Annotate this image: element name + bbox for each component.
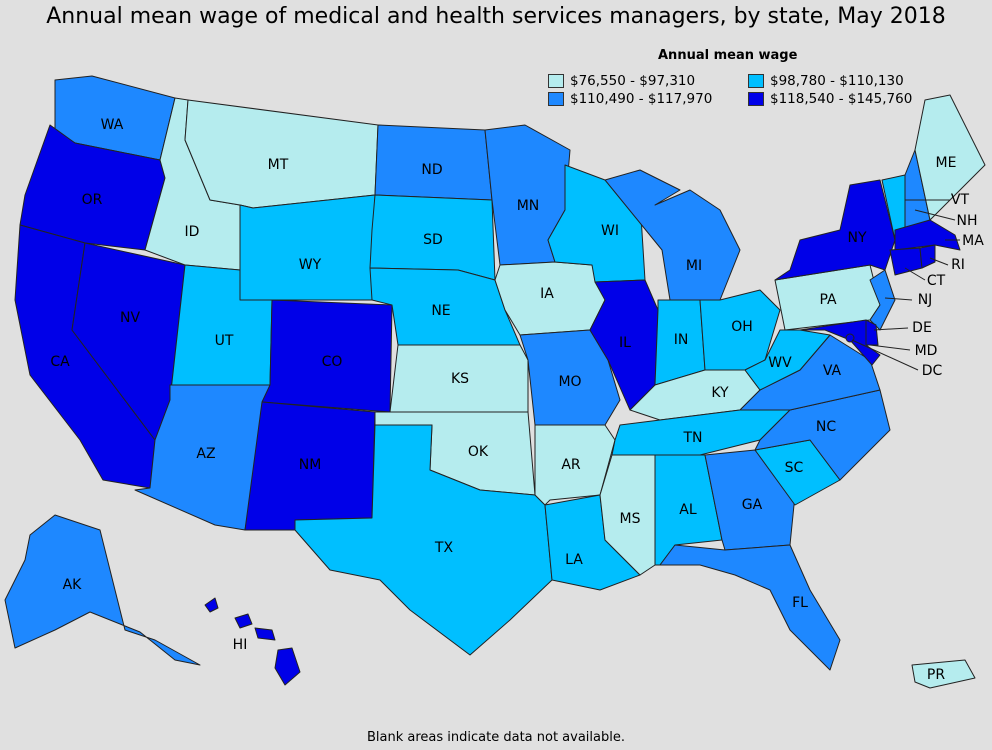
legend-swatch: [548, 92, 564, 106]
state-AK[interactable]: [4, 514, 201, 666]
label-WI: WI: [601, 223, 619, 239]
label-NC: NC: [816, 419, 836, 435]
label-VA: VA: [823, 363, 842, 379]
label-KY: KY: [711, 385, 729, 401]
leader-MD: [869, 344, 911, 351]
label-AR: AR: [561, 457, 581, 473]
state-NY[interactable]: [774, 179, 896, 281]
state-WY[interactable]: [239, 194, 376, 301]
map-title: Annual mean wage of medical and health s…: [46, 4, 946, 29]
label-NJ: NJ: [918, 292, 933, 308]
label-OK: OK: [468, 444, 489, 460]
label-MS: MS: [620, 511, 641, 527]
legend: Annual mean wage $76,550 - $97,310 $98,7…: [548, 48, 968, 107]
state-HI[interactable]: [204, 597, 219, 613]
state-HI-b[interactable]: [234, 613, 253, 629]
label-NM: NM: [299, 457, 322, 473]
label-DE: DE: [912, 320, 932, 336]
label-CT: CT: [927, 273, 946, 289]
state-MD[interactable]: [799, 319, 881, 366]
label-SD: SD: [423, 232, 443, 248]
state-PR[interactable]: [911, 659, 976, 689]
label-CO: CO: [322, 354, 343, 370]
label-GA: GA: [742, 497, 763, 513]
label-ID: ID: [185, 224, 200, 240]
state-FL[interactable]: [659, 544, 841, 671]
label-IN: IN: [674, 332, 689, 348]
label-PR: PR: [927, 667, 945, 683]
label-VT: VT: [951, 192, 970, 208]
label-OR: OR: [82, 192, 103, 208]
legend-swatch: [548, 74, 564, 88]
label-LA: LA: [565, 552, 583, 568]
footnote: Blank areas indicate data not available.: [367, 730, 625, 745]
label-KS: KS: [451, 371, 469, 387]
label-AK: AK: [63, 577, 83, 593]
state-HI-c[interactable]: [254, 627, 276, 641]
label-NE: NE: [431, 303, 450, 319]
label-SC: SC: [785, 460, 804, 476]
legend-item-3: $110,490 - $117,970: [548, 91, 748, 107]
label-NH: NH: [957, 213, 978, 229]
label-TX: TX: [434, 540, 454, 556]
legend-item-4: $118,540 - $145,760: [748, 91, 948, 107]
state-CO[interactable]: [261, 299, 393, 413]
legend-title: Annual mean wage: [658, 48, 798, 63]
label-ND: ND: [421, 162, 442, 178]
label-RI: RI: [951, 257, 965, 273]
state-CT[interactable]: [889, 247, 923, 276]
state-RI[interactable]: [919, 244, 936, 269]
state-MT[interactable]: [184, 99, 379, 209]
label-MN: MN: [517, 198, 540, 214]
label-PA: PA: [819, 292, 837, 308]
label-FL: FL: [792, 595, 808, 611]
label-UT: UT: [215, 333, 234, 349]
label-AZ: AZ: [196, 446, 215, 462]
label-HI: HI: [233, 637, 248, 653]
label-IL: IL: [619, 335, 631, 351]
leader-NH: [914, 209, 956, 221]
label-NV: NV: [120, 310, 140, 326]
label-NY: NY: [847, 230, 866, 246]
legend-swatch: [748, 74, 764, 88]
state-HI-d[interactable]: [274, 647, 301, 686]
state-WV[interactable]: [744, 329, 831, 391]
state-AR[interactable]: [534, 424, 616, 506]
label-WV: WV: [768, 355, 792, 371]
label-CA: CA: [50, 354, 70, 370]
label-ME: ME: [936, 155, 957, 171]
label-WA: WA: [101, 117, 124, 133]
label-AL: AL: [679, 502, 697, 518]
label-WY: WY: [299, 257, 322, 273]
state-TX[interactable]: [294, 424, 553, 656]
leader-DC: [851, 339, 919, 371]
leader-RI: [929, 257, 949, 266]
label-OH: OH: [731, 319, 753, 335]
label-TN: TN: [682, 430, 702, 446]
state-KS[interactable]: [389, 344, 529, 413]
label-DC: DC: [922, 363, 943, 379]
label-MO: MO: [558, 374, 581, 390]
leader-NJ: [884, 297, 913, 301]
label-MI: MI: [686, 258, 702, 274]
legend-item-2: $98,780 - $110,130: [748, 73, 948, 89]
legend-swatch: [748, 92, 764, 106]
leader-CT: [904, 267, 926, 281]
label-IA: IA: [540, 286, 554, 302]
legend-item-1: $76,550 - $97,310: [548, 73, 748, 89]
leader-DE: [873, 327, 909, 331]
label-MT: MT: [268, 157, 289, 173]
label-MD: MD: [915, 343, 938, 359]
label-MA: MA: [962, 233, 984, 249]
